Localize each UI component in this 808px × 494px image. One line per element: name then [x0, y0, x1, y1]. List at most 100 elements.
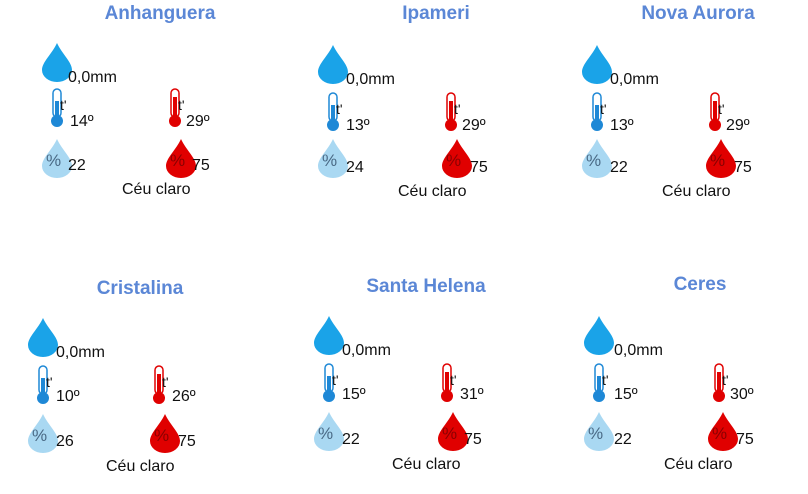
thermometer-cold-icon	[32, 364, 54, 406]
humidity-low-icon	[580, 137, 614, 179]
temp-max: 29º	[726, 117, 750, 134]
city-name: Nova Aurora	[641, 3, 755, 24]
percent-symbol: %	[586, 151, 602, 170]
percent-symbol: %	[588, 424, 604, 443]
humidity-low-icon	[26, 412, 60, 454]
temp-max: 29º	[462, 117, 486, 134]
city-panel-ceres: Ceres 0,0mm t' 15º t' 30º % 22 % 75 Céu …	[580, 274, 808, 474]
temp-min: 10º	[56, 388, 80, 405]
humidity-max: 75	[178, 433, 196, 450]
humidity-high-icon	[440, 137, 474, 179]
raindrop-icon	[312, 314, 346, 356]
percent-symbol: %	[712, 424, 728, 443]
thermometer-hot-icon	[436, 362, 458, 404]
thermo-label: t'	[336, 101, 343, 117]
city-panel-anhanguera: Anhanguera 0,0mm t' 14º t' 29º % 22 % 75…	[40, 3, 280, 203]
thermometer-cold-icon	[586, 91, 608, 133]
thermometer-hot-icon	[708, 362, 730, 404]
temp-min: 13º	[346, 117, 370, 134]
thermo-label: t'	[178, 97, 185, 113]
thermo-label: t'	[600, 101, 607, 117]
city-name: Ipameri	[402, 3, 470, 24]
percent-symbol: %	[154, 426, 170, 445]
city-panel-nova-aurora: Nova Aurora 0,0mm t' 13º t' 29º % 22 % 7…	[578, 3, 808, 203]
humidity-high-icon	[706, 410, 740, 452]
humidity-high-icon	[164, 137, 198, 179]
city-panel-cristalina: Cristalina 0,0mm t' 10º t' 26º % 26 % 75…	[20, 278, 260, 478]
humidity-high-icon	[436, 410, 470, 452]
humidity-high-icon	[148, 412, 182, 454]
raindrop-icon	[580, 43, 614, 85]
percent-symbol: %	[32, 426, 48, 445]
thermometer-cold-icon	[318, 362, 340, 404]
temp-min: 13º	[610, 117, 634, 134]
humidity-min: 22	[614, 431, 632, 448]
city-name: Santa Helena	[366, 276, 486, 297]
humidity-low-icon	[582, 410, 616, 452]
humidity-low-icon	[316, 137, 350, 179]
humidity-max: 75	[464, 431, 482, 448]
humidity-low-icon	[312, 410, 346, 452]
city-name: Anhanguera	[104, 3, 216, 24]
percent-symbol: %	[442, 424, 458, 443]
thermometer-hot-icon	[440, 91, 462, 133]
humidity-high-icon	[704, 137, 738, 179]
raindrop-icon	[582, 314, 616, 356]
city-panel-santa-helena: Santa Helena 0,0mm t' 15º t' 31º % 22 % …	[306, 276, 546, 476]
sky-condition: Céu claro	[398, 183, 467, 200]
percent-symbol: %	[318, 424, 334, 443]
thermo-label: t'	[46, 374, 53, 390]
temp-max: 31º	[460, 386, 484, 403]
thermometer-hot-icon	[148, 364, 170, 406]
sky-condition: Céu claro	[106, 458, 175, 475]
thermometer-hot-icon	[164, 87, 186, 129]
percent-symbol: %	[446, 151, 462, 170]
thermo-label: t'	[450, 372, 457, 388]
percent-symbol: %	[170, 151, 186, 170]
humidity-min: 22	[342, 431, 360, 448]
humidity-low-icon	[40, 137, 74, 179]
raindrop-icon	[40, 41, 74, 83]
thermo-label: t'	[602, 372, 609, 388]
thermo-label: t'	[332, 372, 339, 388]
humidity-max: 75	[192, 157, 210, 174]
rain-value: 0,0mm	[342, 342, 391, 359]
thermo-label: t'	[454, 101, 461, 117]
humidity-max: 75	[734, 159, 752, 176]
percent-symbol: %	[710, 151, 726, 170]
humidity-min: 22	[610, 159, 628, 176]
sky-condition: Céu claro	[122, 181, 191, 198]
sky-condition: Céu claro	[664, 456, 733, 473]
rain-value: 0,0mm	[56, 344, 105, 361]
temp-max: 30º	[730, 386, 754, 403]
rain-value: 0,0mm	[610, 71, 659, 88]
thermo-label: t'	[722, 372, 729, 388]
raindrop-icon	[26, 316, 60, 358]
rain-value: 0,0mm	[346, 71, 395, 88]
percent-symbol: %	[322, 151, 338, 170]
humidity-min: 22	[68, 157, 86, 174]
thermometer-cold-icon	[46, 87, 68, 129]
humidity-max: 75	[736, 431, 754, 448]
temp-min: 15º	[342, 386, 366, 403]
humidity-min: 24	[346, 159, 364, 176]
thermometer-cold-icon	[588, 362, 610, 404]
city-name: Ceres	[673, 274, 727, 295]
temp-max: 26º	[172, 388, 196, 405]
city-panel-ipameri: Ipameri 0,0mm t' 13º t' 29º % 24 % 75 Cé…	[316, 3, 556, 203]
thermo-label: t'	[718, 101, 725, 117]
percent-symbol: %	[46, 151, 62, 170]
thermometer-cold-icon	[322, 91, 344, 133]
temp-min: 14º	[70, 113, 94, 130]
sky-condition: Céu claro	[662, 183, 731, 200]
rain-value: 0,0mm	[68, 69, 117, 86]
thermo-label: t'	[60, 97, 67, 113]
humidity-min: 26	[56, 433, 74, 450]
city-name: Cristalina	[96, 278, 184, 299]
raindrop-icon	[316, 43, 350, 85]
temp-min: 15º	[614, 386, 638, 403]
rain-value: 0,0mm	[614, 342, 663, 359]
temp-max: 29º	[186, 113, 210, 130]
humidity-max: 75	[470, 159, 488, 176]
sky-condition: Céu claro	[392, 456, 461, 473]
